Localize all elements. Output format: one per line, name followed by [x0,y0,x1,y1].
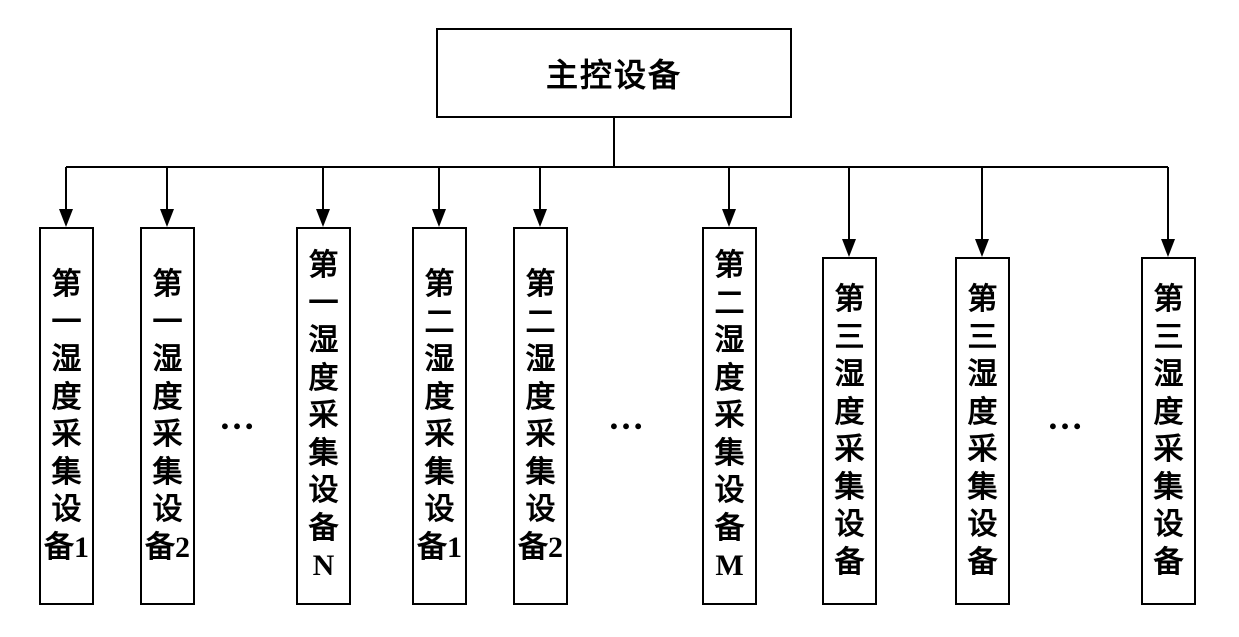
child-label: 第一湿度采集设备N [300,247,347,585]
child-label: 第三湿度采集设备 [959,281,1006,581]
ellipsis: … [219,396,259,438]
child-node: 第一湿度采集设备2 [140,227,195,605]
child-label: 第二湿度采集设备2 [517,266,564,566]
child-node: 第三湿度采集设备 [822,257,877,605]
child-node: 第一湿度采集设备N [296,227,351,605]
child-node: 第三湿度采集设备 [1141,257,1196,605]
child-node: 第一湿度采集设备1 [39,227,94,605]
child-label: 第三湿度采集设备 [1145,281,1192,581]
child-label: 第二湿度采集设备1 [416,266,463,566]
child-node: 第二湿度采集设备1 [412,227,467,605]
child-label: 第二湿度采集设备M [706,247,753,585]
child-label: 第一湿度采集设备1 [43,266,90,566]
child-label: 第三湿度采集设备 [826,281,873,581]
ellipsis: … [1047,396,1087,438]
child-node: 第二湿度采集设备2 [513,227,568,605]
ellipsis: … [608,396,648,438]
child-node: 第三湿度采集设备 [955,257,1010,605]
child-node: 第二湿度采集设备M [702,227,757,605]
root-node: 主控设备 [436,28,792,118]
root-label: 主控设备 [546,50,682,96]
child-label: 第一湿度采集设备2 [144,266,191,566]
